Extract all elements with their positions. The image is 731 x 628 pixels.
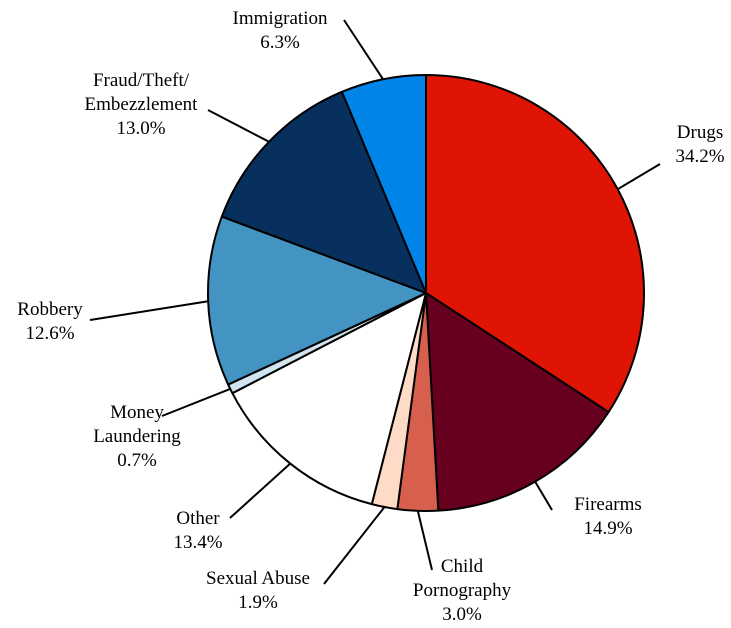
leader-line-fraud-theft-embezzlement: [207, 109, 270, 143]
label-firearms: Firearms 14.9%: [574, 494, 642, 539]
leader-line-child-pornography: [416, 510, 433, 571]
category-label-drugs: Drugs: [677, 122, 723, 143]
value-label-sexual-abuse: 1.9%: [238, 592, 278, 613]
value-label-other: 13.4%: [173, 532, 222, 553]
category-label-money-laundering: Money: [110, 402, 164, 423]
label-money-laundering: Money Laundering 0.7%: [93, 402, 181, 471]
category-label-child-pornography: Pornography: [413, 580, 512, 601]
leader-line-sexual-abuse: [323, 506, 386, 585]
category-label-other: Other: [176, 508, 220, 529]
leader-line-firearms: [534, 481, 553, 511]
value-label-money-laundering: 0.7%: [117, 450, 157, 471]
leader-line-drugs: [617, 163, 661, 191]
label-drugs: Drugs 34.2%: [675, 122, 724, 167]
value-label-firearms: 14.9%: [583, 518, 632, 539]
label-sexual-abuse: Sexual Abuse 1.9%: [206, 568, 310, 613]
leader-line-money-laundering: [161, 387, 231, 417]
category-label-firearms: Firearms: [574, 494, 642, 515]
value-label-drugs: 34.2%: [675, 146, 724, 167]
category-label-fraud-theft-embezzlement: Embezzlement: [85, 94, 199, 115]
label-child-pornography: Child Pornography 3.0%: [413, 556, 512, 625]
label-immigration: Immigration 6.3%: [233, 8, 328, 53]
category-label-robbery: Robbery: [17, 299, 83, 320]
label-fraud-theft-embezzlement: Fraud/Theft/Embezzlement 13.0%: [85, 70, 199, 139]
value-label-child-pornography: 3.0%: [442, 604, 482, 625]
pie-slices: [207, 74, 645, 512]
slice-other: [231, 292, 427, 506]
value-label-fraud-theft-embezzlement: 13.0%: [116, 118, 165, 139]
slice-labels: Drugs 34.2% Firearms 14.9% Child Pornography 3…: [17, 8, 724, 625]
category-label-immigration: Immigration: [233, 8, 328, 29]
leader-line-robbery: [89, 300, 209, 321]
category-label-sexual-abuse: Sexual Abuse: [206, 568, 310, 589]
leader-line-immigration: [343, 19, 384, 80]
label-other: Other 13.4%: [173, 508, 222, 553]
category-label-fraud-theft-embezzlement: Fraud/Theft/: [93, 70, 190, 91]
leader-line-other: [229, 462, 291, 519]
category-label-child-pornography: Child: [441, 556, 484, 577]
slice-firearms: [425, 292, 610, 512]
value-label-immigration: 6.3%: [260, 32, 300, 53]
value-label-robbery: 12.6%: [25, 323, 74, 344]
slice-fraud-theft-embezzlement: [220, 90, 427, 294]
slice-robbery: [207, 215, 427, 386]
category-label-money-laundering: Laundering: [93, 426, 181, 447]
label-robbery: Robbery 12.6%: [17, 299, 83, 344]
